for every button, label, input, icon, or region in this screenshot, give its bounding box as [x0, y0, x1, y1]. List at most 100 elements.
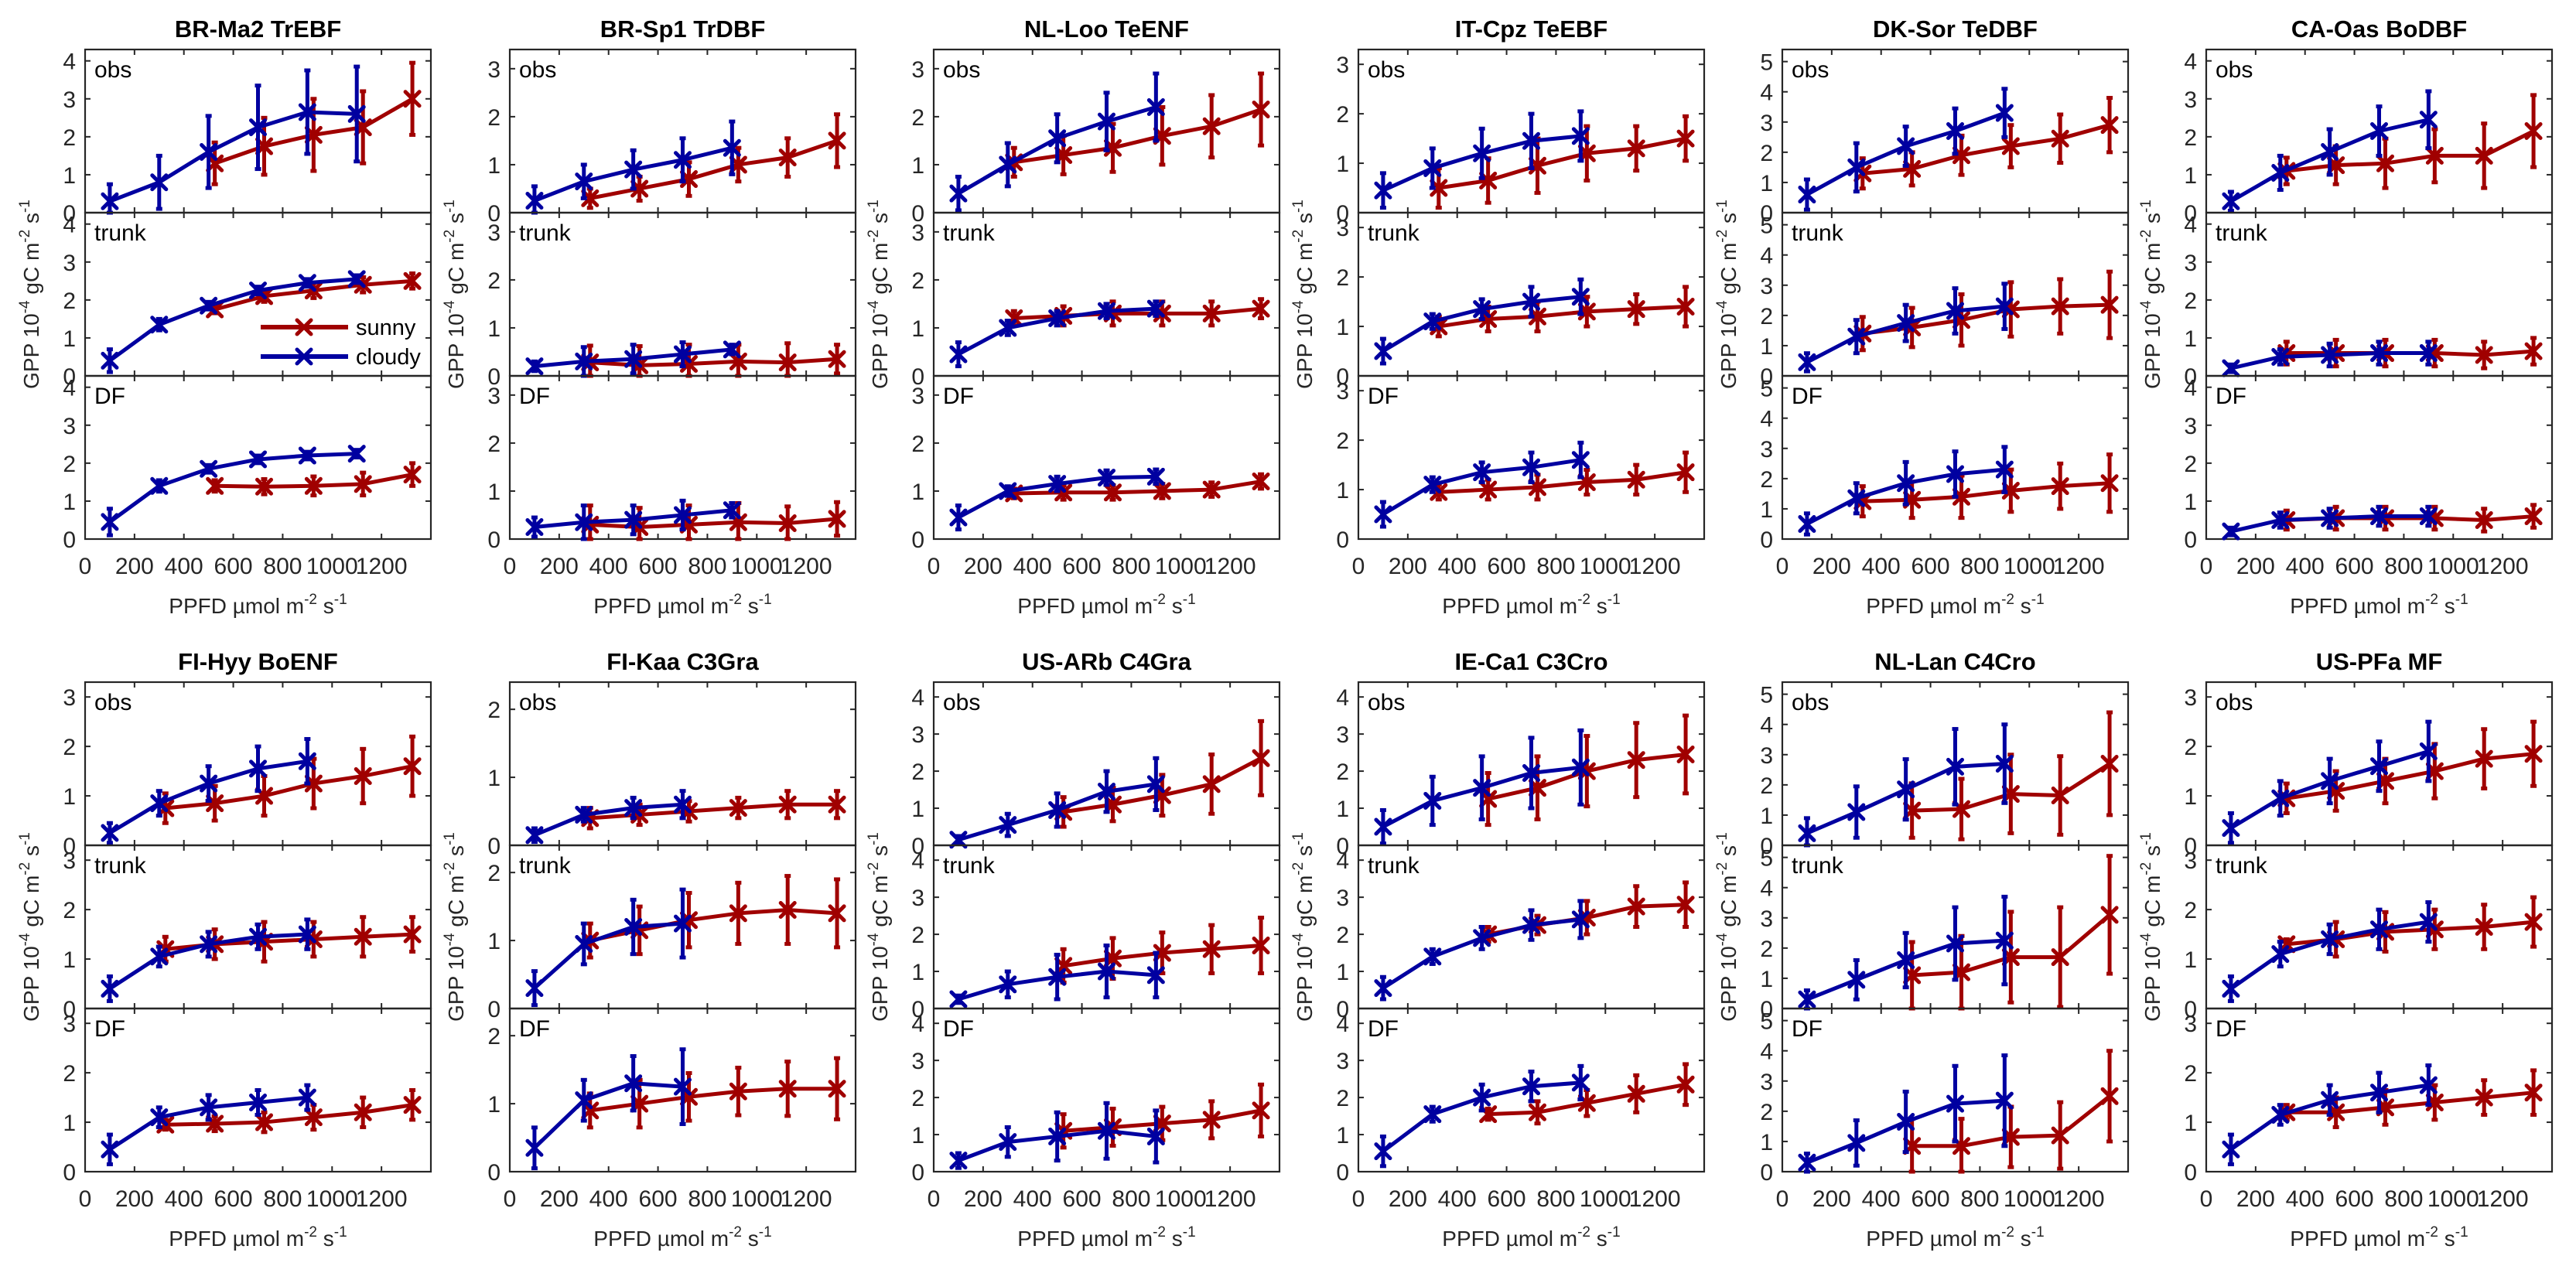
- marker-stroke: [2524, 507, 2543, 526]
- marker-stroke: [2100, 755, 2119, 773]
- marker-stroke: [295, 318, 313, 336]
- y-tick-label: 5: [1760, 846, 1773, 872]
- data-point: [101, 1140, 119, 1159]
- subplot-label: DF: [943, 384, 974, 409]
- y-tick-label: 1: [911, 960, 924, 985]
- y-tick-label: 1: [1760, 497, 1773, 523]
- series-cloudy: [1374, 440, 1590, 529]
- data-point: [1522, 916, 1540, 934]
- x-tick-label: 600: [214, 554, 253, 579]
- x-tick-label: 1200: [356, 1186, 408, 1212]
- marker-stroke: [200, 935, 218, 954]
- data-point: [249, 759, 267, 778]
- data-point: [1146, 97, 1165, 116]
- marker-stroke: [1847, 489, 1866, 507]
- marker-stroke: [778, 1080, 797, 1098]
- series-line: [2286, 752, 2534, 800]
- marker-stroke: [1473, 1088, 1491, 1107]
- series-cloudy: [2222, 340, 2438, 377]
- marker-stroke: [1423, 312, 1442, 331]
- x-tick-label: 1000: [1580, 1186, 1631, 1212]
- marker-stroke: [249, 759, 267, 778]
- subplot-label: obs: [1792, 690, 1829, 715]
- data-point: [304, 1108, 323, 1127]
- y-tick-label: 3: [1760, 1070, 1773, 1095]
- marker-stroke: [729, 1082, 747, 1101]
- data-point: [150, 794, 169, 813]
- y-tick-label: 1: [487, 153, 501, 179]
- marker-stroke: [723, 501, 741, 520]
- data-point: [999, 482, 1017, 500]
- legend-entry-sunny[interactable]: sunny: [261, 316, 416, 340]
- marker-stroke: [403, 1096, 422, 1114]
- marker-stroke: [1048, 968, 1067, 986]
- y-tick-label: 1: [63, 947, 76, 973]
- series-line: [1862, 123, 2110, 176]
- marker-stroke: [828, 1080, 846, 1098]
- x-tick-label: 1200: [1629, 1186, 1681, 1212]
- y-tick-label: 1: [1760, 967, 1773, 992]
- marker-stroke: [403, 90, 422, 108]
- marker-stroke: [525, 191, 544, 210]
- subplot-label: trunk: [2216, 220, 2268, 246]
- y-tick-label: 0: [487, 201, 501, 227]
- data-point: [403, 90, 422, 108]
- data-point: [1627, 1084, 1645, 1103]
- data-point: [150, 476, 169, 495]
- data-point: [200, 1098, 218, 1117]
- data-point: [2271, 163, 2290, 182]
- marker-stroke: [1995, 460, 2014, 479]
- series-line: [109, 110, 357, 203]
- data-point: [200, 142, 218, 161]
- x-tick-label: 600: [639, 554, 678, 579]
- marker-stroke: [2475, 146, 2493, 165]
- x-tick-label: 600: [1063, 1186, 1102, 1212]
- data-point: [255, 477, 273, 496]
- legend-entry-cloudy[interactable]: cloudy: [261, 345, 421, 370]
- data-point: [1098, 302, 1115, 320]
- data-point: [1897, 950, 1915, 969]
- data-point: [200, 459, 218, 478]
- x-tick-label: 0: [2200, 1186, 2213, 1212]
- y-tick-label: 0: [487, 527, 501, 553]
- data-point: [1374, 817, 1392, 836]
- y-tick-label: 0: [1336, 201, 1349, 227]
- marker-stroke: [1798, 353, 1816, 371]
- x-tick-label: 200: [115, 1186, 154, 1212]
- x-tick-label: 200: [964, 554, 1003, 579]
- y-tick-label: 3: [1336, 1049, 1349, 1074]
- data-point: [778, 795, 797, 814]
- marker-stroke: [249, 927, 267, 946]
- marker-stroke: [778, 795, 797, 814]
- marker-stroke: [1903, 159, 1922, 178]
- y-tick-label: 1: [911, 153, 924, 179]
- data-point: [575, 513, 593, 531]
- marker-stroke: [2222, 979, 2240, 998]
- x-tick-label: 400: [1438, 1186, 1477, 1212]
- subplot-label: trunk: [1368, 220, 1420, 246]
- x-tick-label: 400: [1013, 1186, 1052, 1212]
- marker-stroke: [1577, 473, 1596, 491]
- marker-stroke: [949, 831, 968, 849]
- marker-stroke: [1048, 129, 1067, 148]
- data-point: [949, 184, 968, 203]
- marker-stroke: [674, 345, 692, 363]
- subplot-obs: 0 1 2 3 obs: [2184, 681, 2554, 859]
- y-axis-label: GPP 10-4 gC m-2 s-1: [1714, 200, 1741, 389]
- series-line: [165, 764, 413, 811]
- data-point: [1098, 962, 1115, 981]
- x-tick-label: 200: [1812, 554, 1851, 579]
- marker-stroke: [729, 904, 747, 923]
- subplot-label: obs: [1368, 690, 1405, 715]
- subplot-label: obs: [519, 57, 556, 83]
- marker-stroke: [1995, 104, 2014, 122]
- marker-stroke: [999, 816, 1017, 834]
- marker-stroke: [2271, 1105, 2290, 1124]
- y-tick-label: 4: [2184, 213, 2197, 238]
- subplot-obs: 0 1 2 3 4 obs: [2184, 48, 2554, 227]
- y-tick-label: 1: [2184, 490, 2197, 515]
- data-point: [101, 351, 119, 370]
- y-tick-label: 3: [2184, 1012, 2197, 1037]
- x-tick-label: 1000: [2427, 1186, 2479, 1212]
- data-point: [249, 450, 267, 469]
